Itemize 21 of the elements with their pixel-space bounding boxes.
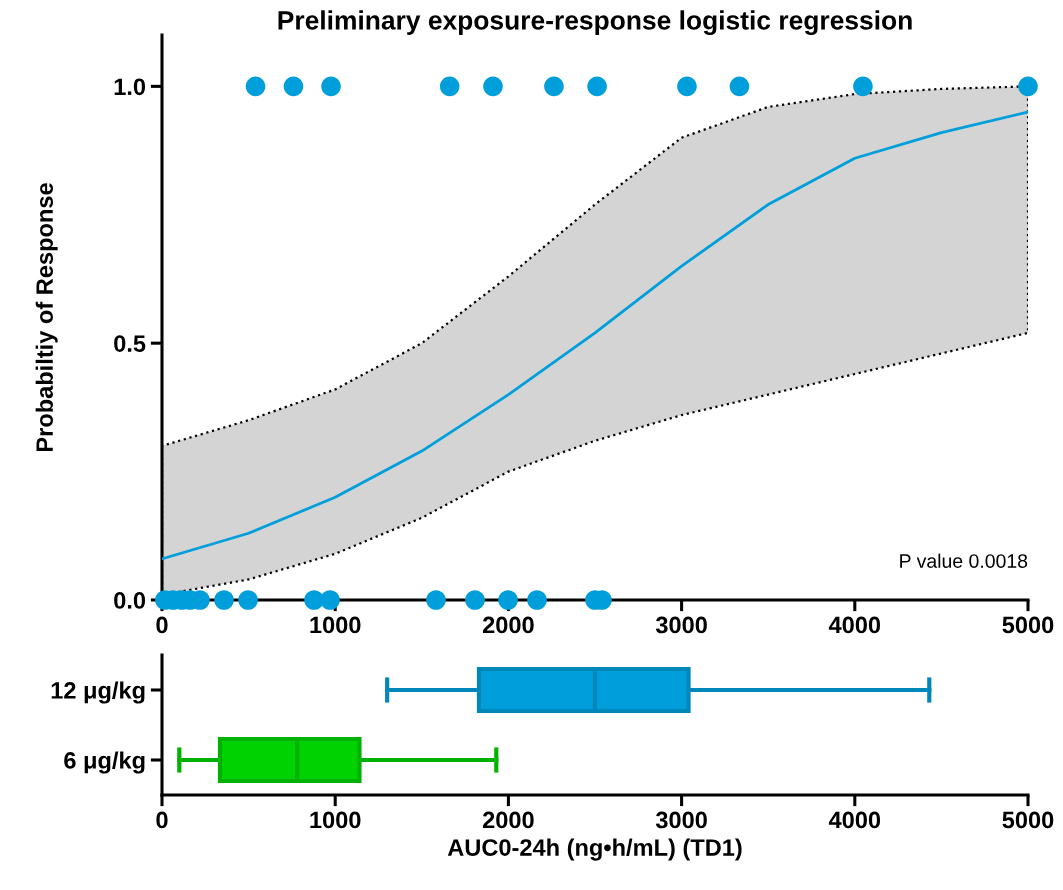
- x-tick-label: 1000: [310, 616, 361, 634]
- x-tick-label: 1000: [310, 811, 361, 829]
- chart-title: Preliminary exposure-response logistic regression: [278, 10, 912, 35]
- y-tick-label: 6 μg/kg: [64, 751, 145, 774]
- x-tick-label: 4000: [828, 811, 881, 829]
- y-tick-label: 0.0: [114, 592, 146, 609]
- y-tick-label: 0.5: [114, 335, 146, 352]
- x-axis-title: AUC0-24h (ng•h/mL) (TD1): [447, 838, 742, 861]
- x-tick-label: 2000: [482, 616, 534, 634]
- annotation: P value 0.0018: [900, 553, 1028, 568]
- x-tick-label: 3000: [655, 616, 707, 634]
- x-tick-label: 0: [156, 616, 168, 634]
- x-tick-label: 2000: [482, 811, 534, 829]
- x-tick-label: 3000: [655, 811, 707, 829]
- y-axis-title: Probabiltiy of Response: [35, 183, 58, 452]
- y-tick-label: 12 μg/kg: [51, 681, 145, 704]
- y-tick-label: 1.0: [114, 78, 146, 96]
- x-tick-label: 5000: [1002, 811, 1054, 829]
- x-tick-label: 4000: [828, 616, 881, 634]
- x-tick-label: 5000: [1002, 616, 1054, 634]
- x-tick-label: 0: [156, 811, 168, 829]
